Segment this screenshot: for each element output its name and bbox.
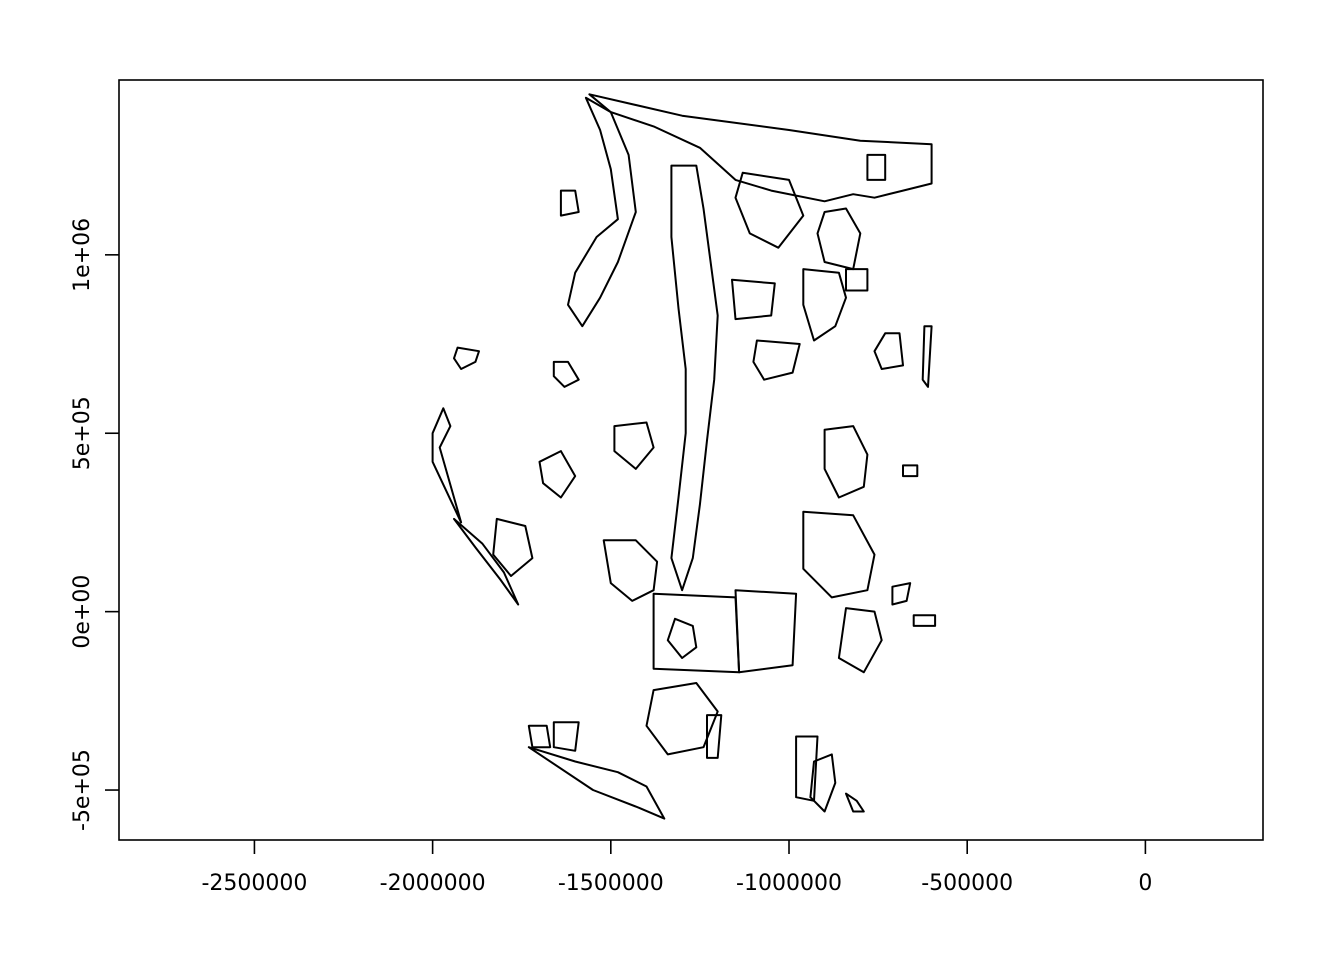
map-polygon-far-west-slice (431, 407, 463, 524)
polygon-layer (431, 93, 937, 820)
map-polygon-east-dot-cluster (902, 464, 919, 478)
map-polygon-west-block-sw (492, 517, 534, 577)
x-tick-label: -500000 (921, 871, 1013, 896)
map-polygon-north-boundary (588, 93, 933, 203)
map-polygon-west-island-2 (552, 360, 580, 388)
map-polygon-east-edge-cluster (873, 332, 904, 370)
map-polygon-central-spine (670, 164, 719, 592)
map-polygon-west-island-1 (453, 346, 480, 370)
y-tick-label: 5e+05 (70, 396, 95, 470)
map-polygon-center-ring-west (602, 539, 659, 602)
map-polygon-east-outer-dots (912, 614, 937, 627)
map-polygon-west-strip (567, 96, 637, 328)
map-polygon-east-mid-lobe (802, 510, 876, 599)
map-polygon-big-rect-south-2 (734, 589, 798, 674)
map-polygon-east-outer-dots-2 (891, 582, 912, 606)
map-polygon-east-ne-edge (921, 325, 933, 388)
map-polygon-east-cluster (837, 607, 883, 674)
map-polygon-south-boundary (527, 746, 666, 820)
map-polygon-south-east-tail (809, 753, 837, 813)
map-polygon-inner-island (666, 617, 698, 659)
map-polygon-north-mid-block (734, 171, 805, 249)
map-polygon-central-west-lobe (538, 450, 577, 499)
map-polygon-south-center-block (645, 682, 719, 756)
x-tick-label: 0 (1138, 871, 1152, 896)
map-polygon-southwest-edge (453, 517, 520, 606)
x-tick-label: -1500000 (558, 871, 664, 896)
plot-frame (118, 79, 1264, 841)
x-tick-label: -2000000 (380, 871, 486, 896)
y-tick-label: -5e+05 (70, 749, 95, 831)
y-tick-label: 0e+00 (70, 575, 95, 649)
map-polygon-south-east-strip (795, 735, 819, 802)
map-polygon-west-central-block (613, 421, 655, 470)
map-polygon-south-center-rect (706, 714, 723, 759)
map-polygon-ne-lobe (802, 268, 847, 342)
map-polygon-north-rect (731, 278, 776, 321)
map-polygon-south-southeast-sliver (845, 792, 865, 813)
y-axis: -5e+05 0e+00 5e+05 1e+06 (70, 218, 119, 831)
map-polygon-southwest-tail (527, 724, 552, 749)
map-polygon-south-west-block (552, 721, 580, 752)
map-polygon-northeast-block (816, 207, 862, 271)
map-polygon-east-upper-lobe (823, 425, 869, 499)
map-polygon-northeast-rect (845, 268, 869, 292)
x-tick-label: -2500000 (201, 871, 307, 896)
x-tick-label: -1000000 (736, 871, 842, 896)
y-tick-label: 1e+06 (70, 218, 95, 292)
map-polygon-northeast-corner-rect (866, 153, 887, 181)
map-polygon-northwest-block (559, 189, 580, 217)
map-polygon-big-rect-south (652, 592, 741, 674)
x-axis: -2500000 -2000000 -1500000 -1000000 -500000 0 (201, 840, 1152, 896)
map-polygon-mid-square (752, 339, 801, 381)
